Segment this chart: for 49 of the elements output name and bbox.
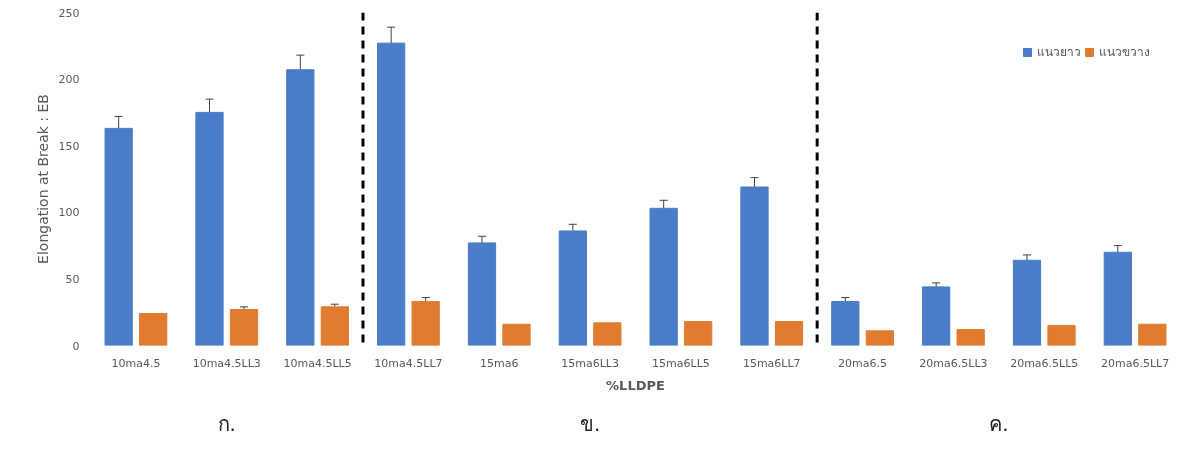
bar bbox=[558, 230, 587, 346]
bar bbox=[1103, 251, 1132, 346]
bar bbox=[195, 111, 224, 346]
y-axis-title: Elongation at Break : EB bbox=[34, 94, 51, 264]
bar bbox=[593, 322, 622, 346]
bar bbox=[956, 329, 985, 346]
bar bbox=[649, 207, 678, 346]
text: ก. bbox=[217, 412, 236, 437]
bar bbox=[320, 306, 349, 346]
x-tick-label: 20ma6.5 bbox=[838, 356, 888, 370]
x-tick-label: 15ma6LL3 bbox=[561, 356, 619, 370]
x-tick-label: 10ma4.5LL5 bbox=[283, 356, 352, 370]
x-tick-label: 10ma4.5LL3 bbox=[192, 356, 261, 370]
x-tick-label: 15ma6 bbox=[480, 356, 519, 370]
y-tick-label: 0 bbox=[72, 339, 80, 353]
x-tick-label: 20ma6.5LL7 bbox=[1100, 356, 1170, 370]
y-tick-label: 250 bbox=[58, 6, 80, 20]
bar bbox=[502, 323, 531, 346]
x-tick-label: 20ma6.5LL3 bbox=[919, 356, 988, 370]
x-tick-label: 10ma4.5LL7 bbox=[374, 356, 443, 370]
bar bbox=[139, 313, 168, 346]
bar bbox=[1012, 259, 1042, 346]
x-tick-label: 15ma6LL7 bbox=[742, 356, 801, 370]
bar bbox=[740, 186, 769, 346]
x-tick-label: 15ma6LL5 bbox=[652, 356, 710, 370]
y-tick-label: 100 bbox=[58, 206, 80, 220]
bar bbox=[1138, 323, 1167, 346]
y-tick-label: 50 bbox=[65, 272, 80, 286]
text: ค. bbox=[989, 412, 1009, 437]
text: ข. bbox=[579, 412, 601, 437]
x-tick-label: 20ma6.5LL5 bbox=[1010, 356, 1079, 370]
bar bbox=[922, 286, 951, 346]
bar bbox=[229, 309, 259, 346]
bar bbox=[774, 321, 804, 346]
x-tick-label: 10ma4.5 bbox=[111, 356, 161, 370]
bar bbox=[684, 321, 713, 346]
legend-label: แนวยาว bbox=[1037, 44, 1081, 61]
bar bbox=[104, 127, 133, 346]
bar bbox=[865, 330, 894, 346]
bar bbox=[831, 301, 860, 346]
y-tick-label: 150 bbox=[58, 139, 80, 153]
x-axis-title: %LLDPE bbox=[606, 377, 665, 393]
bar bbox=[467, 242, 497, 346]
y-tick-label: 200 bbox=[58, 73, 80, 87]
bar bbox=[377, 42, 406, 346]
legend-label: แนวขวาง bbox=[1099, 44, 1150, 61]
bar bbox=[1047, 325, 1076, 346]
bar bbox=[286, 69, 315, 346]
bar bbox=[411, 301, 440, 346]
